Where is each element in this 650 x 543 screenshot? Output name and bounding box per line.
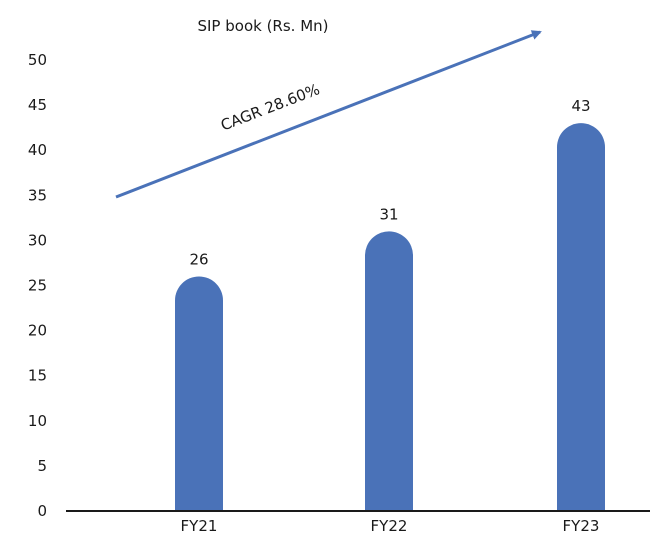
y-tick-label: 35 — [28, 186, 47, 204]
data-label: 43 — [571, 97, 590, 115]
y-tick-label: 15 — [28, 367, 47, 385]
data-label: 26 — [189, 250, 208, 268]
y-tick-label: 20 — [28, 322, 47, 340]
y-tick-label: 25 — [28, 277, 47, 295]
data-label: 31 — [379, 205, 398, 223]
bar-fy23 — [557, 123, 605, 511]
cagr-annotation: CAGR 28.60% — [218, 80, 322, 134]
bar-fy21 — [175, 276, 223, 511]
y-tick-label: 0 — [37, 502, 47, 520]
y-tick-label: 50 — [28, 51, 47, 69]
y-tick-label: 30 — [28, 231, 47, 249]
chart-title: SIP book (Rs. Mn) — [197, 17, 328, 35]
y-axis: 0 5 10 15 20 25 30 35 40 45 50 — [28, 51, 47, 520]
bars — [175, 123, 605, 511]
y-tick-label: 10 — [28, 412, 47, 430]
x-tick-label: FY22 — [371, 517, 408, 535]
data-labels: 26 31 43 — [189, 97, 590, 268]
bar-fy22 — [365, 231, 413, 511]
cagr-arrow — [115, 30, 542, 199]
x-tick-label: FY23 — [563, 517, 600, 535]
x-tick-label: FY21 — [181, 517, 218, 535]
x-axis: FY21 FY22 FY23 — [66, 510, 650, 535]
y-tick-label: 40 — [28, 141, 47, 159]
y-tick-label: 5 — [37, 457, 47, 475]
y-tick-label: 45 — [28, 96, 47, 114]
